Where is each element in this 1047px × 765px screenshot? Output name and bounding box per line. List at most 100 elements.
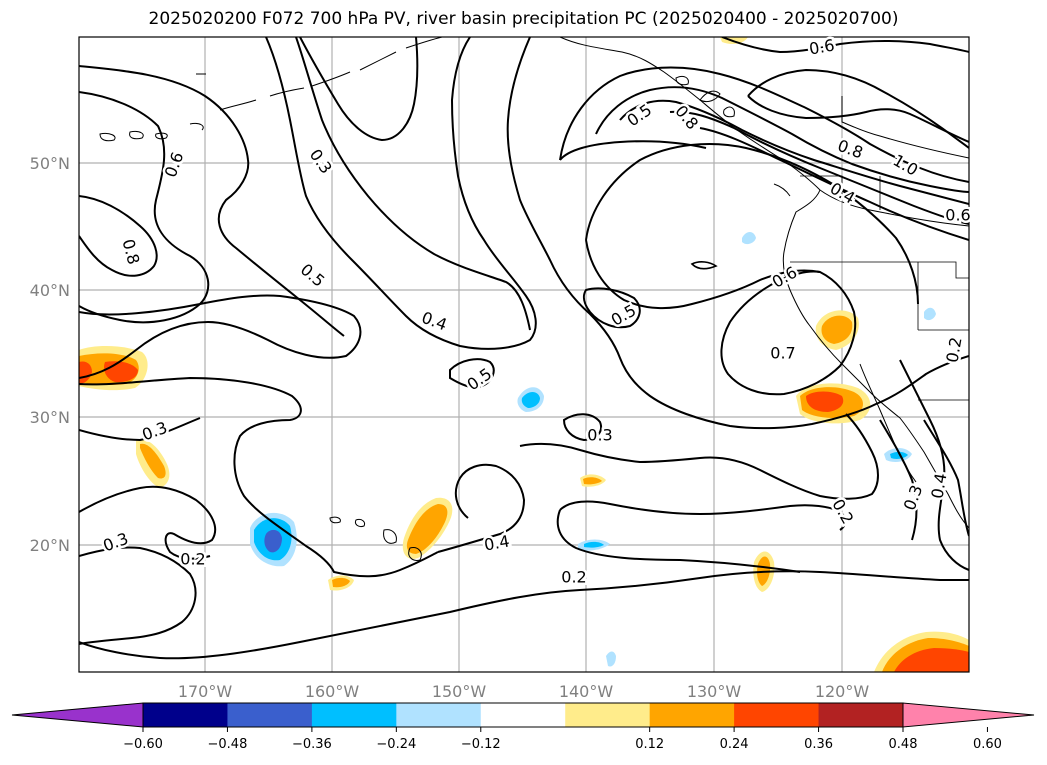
colorbar-extend-min bbox=[11, 702, 144, 728]
colorbar-tick-label: −0.12 bbox=[461, 737, 501, 752]
lat-label-50n: 50°N bbox=[30, 154, 70, 173]
contour-0.3-southwest bbox=[79, 546, 197, 645]
islands-se-alaska bbox=[675, 75, 735, 118]
colorbar-tick-label: 0.36 bbox=[804, 737, 833, 752]
lon-label-120w: 120°W bbox=[815, 682, 870, 701]
colorbar-segment bbox=[396, 703, 482, 727]
contour-0.5-loop bbox=[449, 358, 495, 389]
lat-label-20n: 20°N bbox=[30, 536, 70, 555]
contour-0.6-loop bbox=[720, 270, 857, 396]
contour-label: 0.7 bbox=[770, 344, 795, 363]
contour-0.8-loop bbox=[79, 195, 158, 277]
precip-patch bbox=[742, 232, 756, 245]
contour-0.6-north-b bbox=[559, 140, 707, 161]
latitude-labels: 50°N 40°N 30°N 20°N bbox=[30, 154, 70, 555]
contour-label: 0.6 bbox=[945, 206, 970, 225]
precip-patch bbox=[264, 529, 282, 553]
contour-0.4-central bbox=[265, 37, 537, 350]
contour-label: 0.3 bbox=[587, 426, 612, 445]
contour-label: 0.2 bbox=[561, 568, 586, 587]
contour-0.6-top bbox=[721, 37, 969, 54]
colorbar-tick-label: 0.48 bbox=[889, 737, 918, 752]
contour-0.2-east bbox=[556, 509, 801, 573]
contour-0.5-loop-east bbox=[582, 287, 641, 329]
lon-label-160w: 160°W bbox=[305, 682, 360, 701]
colorbar bbox=[11, 702, 1035, 728]
colorbar-segment bbox=[227, 703, 313, 727]
colorbar-ticks: −0.60 −0.48 −0.36 −0.24 −0.12 0.12 0.24 0.36 0.4… bbox=[123, 727, 1002, 752]
colorbar-extend-max bbox=[902, 702, 1035, 728]
lat-label-40n: 40°N bbox=[30, 281, 70, 300]
colorbar-segment bbox=[818, 703, 904, 727]
colorbar-tick-label: −0.48 bbox=[208, 737, 248, 752]
precip-patch bbox=[406, 504, 448, 554]
colorbar-tick-label: 0.60 bbox=[973, 737, 1002, 752]
contour-0.3-east bbox=[519, 413, 879, 500]
contour-0.5-pacific-ridge-south bbox=[585, 239, 821, 310]
map-area bbox=[79, 37, 969, 672]
precip-patch bbox=[521, 392, 540, 408]
aleutian-islands bbox=[99, 37, 443, 142]
precip-shading-positive bbox=[79, 37, 969, 672]
contour-0.3-south bbox=[79, 376, 439, 578]
colorbar-segment bbox=[311, 703, 397, 727]
contour-0.3-loop-east bbox=[562, 413, 602, 442]
contour-1.0 bbox=[669, 110, 969, 225]
contour-0.2-south bbox=[79, 570, 969, 660]
contour-0.9 bbox=[699, 127, 969, 241]
precip-patch bbox=[821, 315, 853, 344]
precip-patch bbox=[606, 651, 616, 667]
colorbar-outline bbox=[142, 702, 904, 728]
precip-patch bbox=[806, 391, 844, 412]
contour-0.3-coast bbox=[879, 419, 918, 541]
precip-patch bbox=[332, 577, 350, 588]
island-north-pacific bbox=[690, 261, 718, 270]
contour-0.8-top bbox=[747, 68, 969, 149]
colorbar-tick-label: −0.24 bbox=[376, 737, 416, 752]
colorbar-segment bbox=[143, 703, 228, 727]
lon-label-170w: 170°W bbox=[178, 682, 233, 701]
contour-0.4-loop bbox=[437, 463, 526, 553]
contour-0.2-coast bbox=[899, 359, 969, 571]
precip-patch bbox=[583, 477, 602, 485]
contour-0.3-loop bbox=[299, 37, 419, 142]
colorbar-segment bbox=[480, 703, 566, 727]
contour-0.6-north bbox=[559, 66, 969, 183]
contour-0.8 bbox=[619, 99, 969, 205]
lat-label-30n: 30°N bbox=[30, 408, 70, 427]
precip-patch bbox=[584, 541, 604, 548]
lon-label-140w: 140°W bbox=[559, 682, 614, 701]
contour-0.3-east2 bbox=[559, 500, 847, 531]
misc-coast bbox=[196, 73, 791, 197]
lon-label-150w: 150°W bbox=[432, 682, 487, 701]
colorbar-tick-label: −0.36 bbox=[292, 737, 332, 752]
contour-0.6-west bbox=[79, 91, 210, 324]
pv-contours bbox=[79, 37, 969, 660]
figure-title: 2025020200 F072 700 hPa PV, river basin … bbox=[148, 9, 899, 29]
colorbar-tick-label: 0.12 bbox=[635, 737, 664, 752]
contour-0.2-west bbox=[79, 485, 217, 560]
contour-0.4-east bbox=[506, 37, 969, 430]
precip-patch bbox=[140, 443, 166, 479]
coast-inland-border bbox=[841, 96, 969, 159]
longitude-labels: 170°W 160°W 150°W 140°W 130°W 120°W bbox=[178, 682, 870, 701]
colorbar-segment bbox=[565, 703, 651, 727]
contour-label: 0.2 bbox=[180, 550, 205, 569]
contour-0.4-west bbox=[79, 294, 362, 379]
hawaii-islands bbox=[329, 516, 422, 561]
map-frame bbox=[78, 36, 970, 673]
contour-0.4-coast bbox=[923, 419, 969, 537]
contour-0.3-central bbox=[295, 37, 531, 331]
precip-patch bbox=[890, 451, 908, 459]
precip-patch bbox=[894, 648, 969, 672]
colorbar-tick-label: −0.60 bbox=[123, 737, 163, 752]
lon-label-130w: 130°W bbox=[687, 682, 742, 701]
contour-0.3-west bbox=[79, 417, 201, 442]
colorbar-tick-label: 0.24 bbox=[720, 737, 749, 752]
precip-patch bbox=[924, 307, 936, 321]
contour-1.0-top bbox=[747, 95, 969, 143]
colorbar-segment bbox=[649, 703, 735, 727]
contour-0.7 bbox=[595, 86, 969, 193]
colorbar-segment bbox=[734, 703, 820, 727]
